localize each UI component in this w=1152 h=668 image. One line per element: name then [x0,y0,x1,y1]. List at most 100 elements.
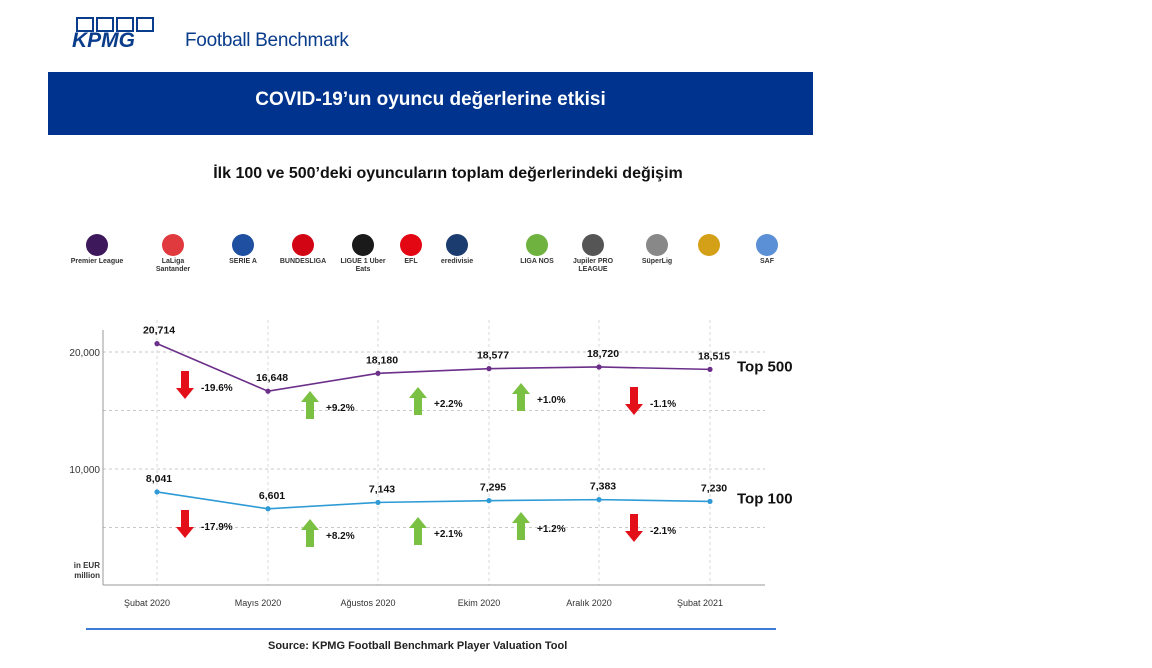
league-logo-7: LIGA NOS [510,232,564,278]
league-emblem-icon [352,234,374,256]
league-logo-2: SERIE A [216,232,270,278]
league-logo-label: SAF [760,258,774,265]
league-logo-label: SüperLig [641,258,673,265]
series-name-label: Top 500 [737,358,793,375]
league-logo-8: Jupiler PRO LEAGUE [566,232,620,278]
league-logo-6: eredivisie [430,232,484,278]
change-label: +1.2% [537,524,566,535]
kpmg-logo: KPMG [72,16,170,54]
data-point [375,499,381,506]
change-label: -1.1% [650,399,676,410]
league-logo-label: eredivisie [440,258,474,265]
x-tick-label: Ekim 2020 [458,598,501,608]
data-label: 7,143 [369,483,395,495]
arrow-down-icon [176,510,194,538]
data-label: 8,041 [146,473,172,485]
arrow-up-icon [512,383,530,411]
x-tick-label: Aralık 2020 [566,598,612,608]
league-emblem-icon [526,234,548,256]
data-label: 7,295 [480,482,506,494]
league-logo-11: SAF [740,232,794,278]
x-tick-label: Mayıs 2020 [235,598,282,608]
league-logo-4: LIGUE 1 Uber Eats [336,232,390,278]
league-emblem-icon [86,234,108,256]
data-label: 18,577 [477,350,509,362]
x-tick-label: Şubat 2021 [677,598,723,608]
league-logo-3: BUNDESLIGA [276,232,330,278]
change-label: -19.6% [201,383,233,394]
change-label: +2.1% [434,529,463,540]
data-point [486,498,492,504]
title-banner: COVID-19’un oyuncu değerlerine etkisi [48,72,813,135]
data-point [486,366,492,372]
arrow-up-icon [512,512,530,540]
league-logo-label: BUNDESLIGA [279,258,327,265]
league-emblem-icon [756,234,778,256]
data-point [596,497,602,503]
chart-subtitle: İlk 100 ve 500’deki oyuncuların toplam d… [213,165,683,182]
league-logo-label: LaLiga Santander [155,258,191,273]
league-emblem-icon [582,234,604,256]
data-point [707,498,713,505]
data-point [265,506,271,512]
series-name-label: Top 100 [737,490,793,507]
league-logo-0: Premier League [70,232,124,278]
series-line-top-100 [156,491,711,510]
kpmg-logo-boxes [76,17,156,37]
arrow-up-icon [301,391,319,419]
league-emblem-icon [646,234,668,256]
data-label: 6,601 [259,490,285,502]
league-emblem-icon [292,234,314,256]
arrow-down-icon [625,387,643,415]
league-logo-label: Jupiler PRO LEAGUE [572,258,614,273]
source-divider [86,628,776,630]
kpmg-logo-text: KPMG [72,29,135,52]
data-point [375,370,381,376]
data-label: 18,515 [698,350,730,362]
arrow-up-icon [301,519,319,547]
data-label: 16,648 [256,372,288,384]
source-note: Source: KPMG Football Benchmark Player V… [268,640,568,652]
league-emblem-icon [232,234,254,256]
arrow-up-icon [409,387,427,415]
data-point [596,364,602,370]
x-tick-label: Ağustos 2020 [340,598,395,608]
data-label: 18,180 [366,354,398,366]
league-emblem-icon [162,234,184,256]
data-label: 18,720 [587,348,619,360]
data-label: 7,383 [590,481,616,493]
y-tick-label: 20,000 [69,348,100,359]
arrow-down-icon [625,514,643,542]
league-emblem-icon [698,234,720,256]
data-point [265,388,271,394]
league-logo-10 [682,232,736,278]
change-label: +1.0% [537,395,566,406]
league-logo-label: EFL [404,258,418,265]
league-emblem-icon [400,234,422,256]
league-logo-1: LaLiga Santander [146,232,200,278]
y-axis-label-line2: million [74,571,100,580]
league-emblem-icon [446,234,468,256]
change-label: +2.2% [434,399,463,410]
arrow-down-icon [176,371,194,399]
brand-subtitle: Football Benchmark [185,30,349,51]
change-label: -17.9% [201,522,233,533]
arrow-up-icon [409,517,427,545]
y-tick-label: 10,000 [69,465,100,476]
league-logos-row: Premier League LaLiga Santander SERIE A BUN… [70,232,800,280]
series-line-top-500 [156,342,711,393]
page-title: COVID-19’un oyuncu değerlerine etkisi [255,89,606,110]
league-logo-9: SüperLig [630,232,684,278]
data-label: 20,714 [143,325,175,337]
x-tick-label: Şubat 2020 [124,598,170,608]
change-label: +8.2% [326,531,355,542]
league-logo-5: EFL [384,232,438,278]
data-point [154,489,160,495]
data-point [154,341,160,347]
y-axis-label-line1: in EUR [74,561,100,570]
league-logo-label: Premier League [70,258,124,265]
league-logo-label: LIGA NOS [520,258,554,265]
data-label: 7,230 [701,482,727,494]
change-label: -2.1% [650,526,676,537]
